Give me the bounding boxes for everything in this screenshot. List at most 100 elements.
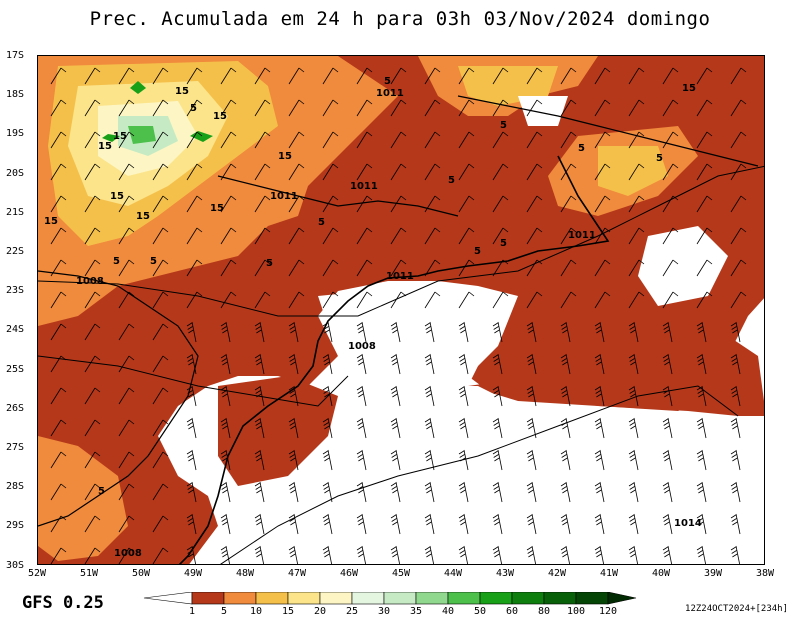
wind-barb (118, 163, 135, 181)
wind-barb (288, 227, 305, 245)
wind-barb (424, 163, 441, 181)
wind-barb (84, 195, 101, 213)
wind-barb (390, 227, 407, 245)
latitude-tick-label: 22S (6, 246, 25, 257)
wind-barb (220, 259, 237, 277)
wind-barb (220, 417, 231, 439)
wind-barb (662, 131, 679, 149)
wind-barb (424, 513, 435, 535)
legend-color-box (415, 592, 449, 605)
wind-barb (560, 291, 577, 309)
latitude-tick-label: 30S (6, 559, 25, 571)
legend-color-box (447, 592, 481, 605)
wind-barb (322, 353, 333, 375)
wind-barb (220, 99, 237, 117)
wind-barb (356, 513, 367, 535)
wind-barb (118, 419, 135, 437)
wind-barb (492, 353, 503, 375)
precipitation-map: 1011 1011 1011 1011 1011 1008 1008 1008 … (37, 55, 765, 565)
wind-barb (526, 67, 543, 85)
wind-barb (322, 99, 339, 117)
wind-barb (254, 353, 265, 375)
legend-color-box (511, 592, 545, 605)
contour-label: 15 (210, 203, 224, 214)
contour-label: 5 (318, 217, 325, 228)
wind-barb (628, 163, 645, 181)
wind-barb (526, 513, 537, 535)
wind-barb (84, 515, 101, 533)
wind-barb (594, 385, 605, 407)
wind-barb (322, 259, 339, 277)
wind-barb (560, 417, 571, 439)
legend-color-box (255, 592, 289, 605)
wind-barb (152, 355, 169, 373)
wind-barb (492, 417, 503, 439)
wind-barb (288, 513, 299, 535)
wind-barb (492, 449, 503, 471)
longitude-tick-label: 50W (131, 568, 151, 579)
wind-barb (628, 449, 639, 471)
contour-label: 15 (213, 111, 227, 122)
wind-barb (526, 481, 537, 503)
contour-label: 15 (175, 86, 189, 97)
wind-barb (50, 451, 67, 469)
wind-barb (254, 417, 265, 439)
legend-level-label: 20 (313, 606, 327, 617)
wind-barb (152, 323, 169, 341)
wind-barb (662, 545, 673, 564)
wind-barb (254, 67, 271, 85)
wind-barb (390, 131, 407, 149)
latitude-tick-label: 24S (6, 324, 25, 336)
wind-barb (50, 131, 67, 149)
legend-color-box (223, 592, 257, 605)
legend-level-label: 80 (537, 606, 551, 617)
wind-barb (356, 291, 373, 309)
legend-color-box (543, 592, 577, 605)
wind-barb (594, 99, 611, 117)
legend-color-box (143, 592, 193, 605)
wind-barb (50, 259, 67, 277)
wind-barb (730, 481, 741, 503)
color-legend (143, 592, 637, 605)
wind-barb (526, 131, 543, 149)
wind-barb (322, 449, 333, 471)
legend-level-label: 5 (220, 606, 228, 617)
isobar-label: 1011 (350, 181, 378, 192)
wind-barb (662, 67, 679, 85)
wind-barb (492, 227, 509, 245)
wind-barb (220, 131, 237, 149)
wind-barb (50, 515, 67, 533)
wind-barb (458, 385, 469, 407)
wind-barb (492, 385, 503, 407)
wind-barb (730, 67, 747, 85)
wind-barb (322, 131, 339, 149)
wind-barb (662, 195, 679, 213)
wind-barb (628, 417, 639, 439)
wind-barb (118, 99, 135, 117)
wind-barb (220, 195, 237, 213)
wind-barb (50, 227, 67, 245)
wind-barb (628, 67, 645, 85)
wind-barb (186, 417, 197, 439)
wind-barb (356, 449, 367, 471)
wind-barb (186, 449, 197, 471)
wind-barb (458, 67, 475, 85)
wind-barb (322, 513, 333, 535)
wind-barb (492, 195, 509, 213)
wind-barb (254, 259, 271, 277)
wind-barb (50, 323, 67, 341)
wind-barb (594, 353, 605, 375)
latitude-tick-label: 20S (6, 167, 25, 179)
wind-barb (526, 321, 537, 343)
latitude-tick-label: 25S (6, 363, 25, 375)
wind-barb (356, 99, 373, 117)
wind-barb (186, 195, 203, 213)
wind-barb (424, 385, 435, 407)
wind-barb (628, 131, 645, 149)
wind-barb (526, 291, 543, 309)
wind-barb (594, 481, 605, 503)
legend-level-label: 10 (249, 606, 263, 617)
wind-barb (628, 195, 645, 213)
wind-barb (696, 353, 707, 375)
wind-barb (220, 227, 237, 245)
